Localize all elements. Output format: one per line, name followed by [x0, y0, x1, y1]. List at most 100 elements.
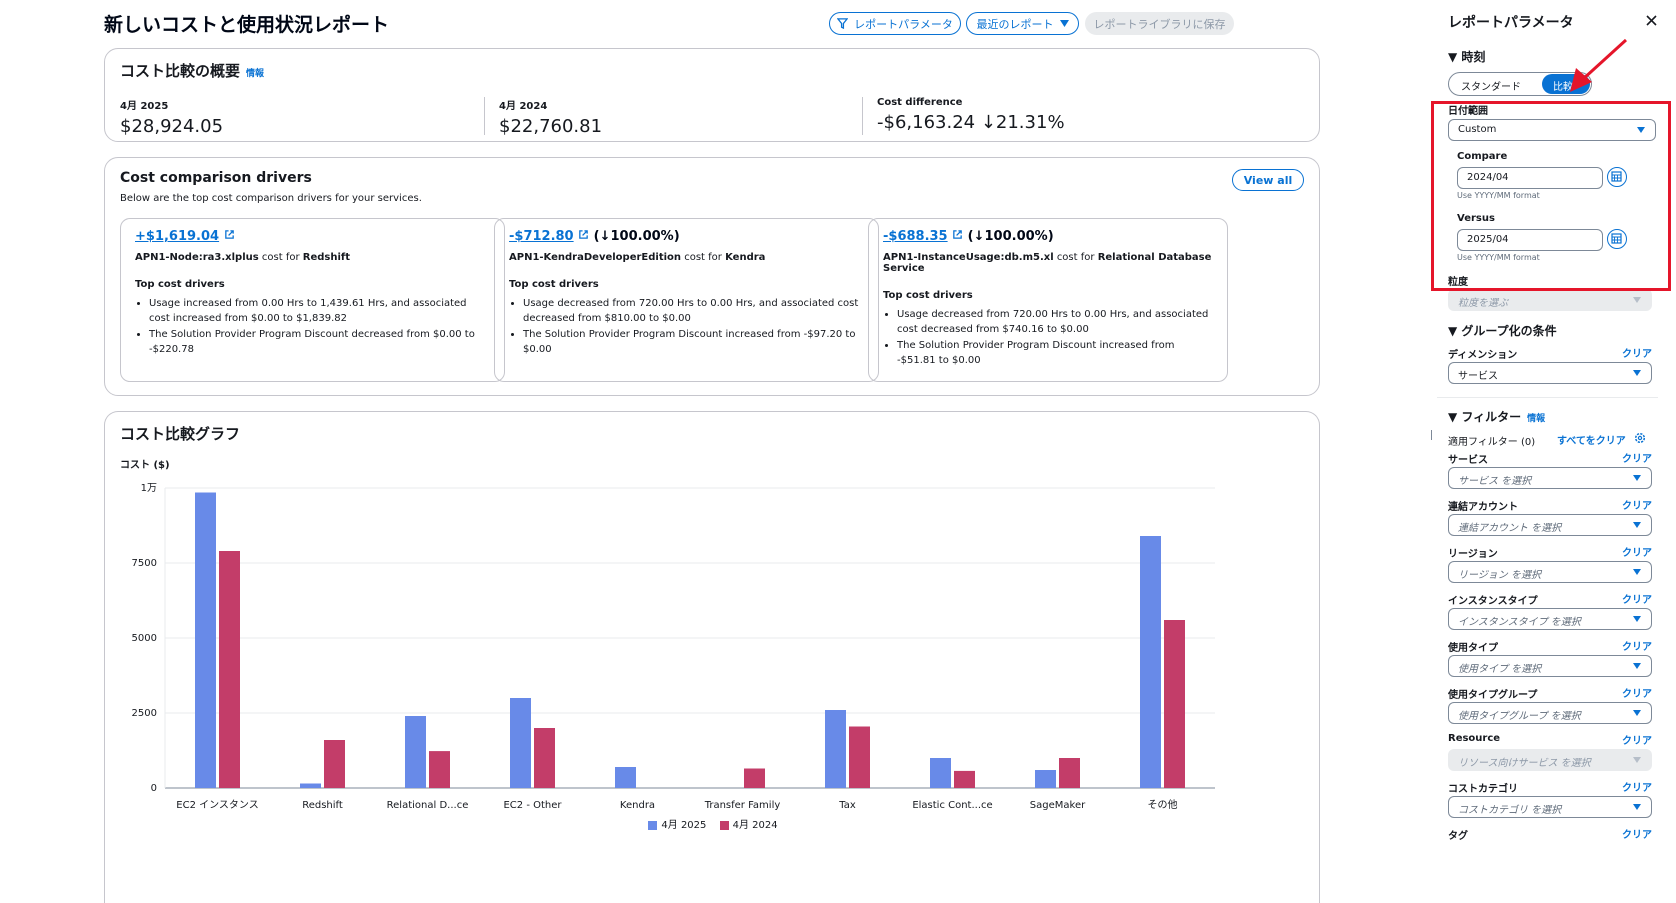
- filter-clear-link[interactable]: クリア: [1622, 689, 1652, 700]
- bar[interactable]: [300, 783, 321, 789]
- filters-section-head[interactable]: ▼ フィルター 情報: [1448, 408, 1545, 425]
- x-tick-label: Elastic Cont...ce: [912, 800, 992, 811]
- bar[interactable]: [744, 768, 765, 789]
- filter-clear-link[interactable]: クリア: [1622, 642, 1652, 653]
- legend-item[interactable]: 4月 2025: [648, 820, 706, 831]
- filters-info-link[interactable]: 情報: [1527, 414, 1546, 424]
- filter-select[interactable]: インスタンスタイプ を選択: [1448, 608, 1652, 630]
- bar[interactable]: [825, 710, 846, 788]
- summary-current-value: $28,924.05: [120, 116, 224, 137]
- dimension-clear-link[interactable]: クリア: [1622, 349, 1652, 360]
- y-tick-label: 5000: [132, 633, 157, 644]
- driver-card: -$712.80 (↓100.00%) APN1-KendraDeveloper…: [494, 218, 879, 382]
- granularity-select[interactable]: 粒度を選ぶ: [1448, 289, 1652, 311]
- date-range-value: Custom: [1458, 124, 1497, 135]
- legend-label: 4月 2024: [732, 820, 778, 831]
- group-section-head[interactable]: ▼ グループ化の条件: [1448, 322, 1557, 339]
- filter-placeholder: リージョン を選択: [1458, 570, 1541, 581]
- filter-select[interactable]: コストカテゴリ を選択: [1448, 796, 1652, 818]
- filter-clear-link[interactable]: クリア: [1622, 595, 1652, 606]
- summary-info-link[interactable]: 情報: [246, 69, 265, 79]
- time-section-head[interactable]: ▼ 時刻: [1448, 48, 1485, 65]
- view-all-button[interactable]: View all: [1232, 169, 1304, 191]
- driver-usage: APN1-KendraDeveloperEdition: [509, 252, 682, 263]
- x-tick-label: SageMaker: [1030, 800, 1086, 811]
- bar[interactable]: [930, 758, 951, 788]
- bar[interactable]: [1164, 620, 1185, 788]
- calendar-icon[interactable]: [1607, 229, 1627, 249]
- filter-select[interactable]: リソース向けサービス を選択: [1448, 749, 1652, 771]
- filter-select[interactable]: リージョン を選択: [1448, 561, 1652, 583]
- filter-select[interactable]: 使用タイプ を選択: [1448, 655, 1652, 677]
- filter-select[interactable]: 連結アカウント を選択: [1448, 514, 1652, 536]
- time-toggle[interactable]: スタンダード 比較: [1448, 72, 1592, 96]
- filter-clear-link[interactable]: クリア: [1622, 736, 1652, 747]
- bar[interactable]: [1035, 770, 1056, 788]
- calendar-icon[interactable]: [1607, 167, 1627, 187]
- driver-service: Redshift: [302, 252, 351, 263]
- bar[interactable]: [1059, 758, 1080, 788]
- settings-icon[interactable]: [1634, 432, 1646, 444]
- caret-down-icon: [1633, 663, 1641, 669]
- external-link-icon[interactable]: [952, 229, 963, 240]
- bar[interactable]: [219, 551, 240, 788]
- bar[interactable]: [849, 726, 870, 789]
- save-library-button[interactable]: レポートライブラリに保存: [1085, 12, 1234, 35]
- bar[interactable]: [324, 740, 345, 788]
- driver-bullet: The Solution Provider Program Discount i…: [523, 327, 864, 357]
- driver-amount-link[interactable]: +$1,619.04: [135, 229, 220, 244]
- filter-icon: [837, 18, 849, 29]
- granularity-placeholder: 粒度を選ぶ: [1458, 298, 1508, 309]
- bar[interactable]: [429, 751, 450, 788]
- driver-cost-for: cost for: [684, 252, 722, 263]
- driver-service: Relational Database Service: [883, 252, 1212, 274]
- page-title: 新しいコストと使用状況レポート: [104, 14, 390, 36]
- filter-clear-link[interactable]: クリア: [1622, 454, 1652, 465]
- driver-bullet: Usage decreased from 720.00 Hrs to 0.00 …: [897, 307, 1213, 337]
- filter-clear-link[interactable]: クリア: [1622, 501, 1652, 512]
- report-params-button[interactable]: レポートパラメータ: [829, 12, 961, 35]
- driver-amount-link[interactable]: -$712.80: [509, 229, 574, 244]
- filter-placeholder: コストカテゴリ を選択: [1458, 805, 1562, 816]
- bar[interactable]: [1140, 536, 1161, 788]
- compare-input[interactable]: 2024/04: [1457, 167, 1603, 189]
- close-icon[interactable]: [1646, 15, 1657, 26]
- date-range-label: 日付範囲: [1448, 106, 1488, 117]
- filter-clear-link[interactable]: クリア: [1622, 548, 1652, 559]
- external-link-icon[interactable]: [578, 229, 589, 240]
- filter-clear-link[interactable]: クリア: [1622, 783, 1652, 794]
- bar[interactable]: [534, 728, 555, 788]
- y-tick-label: 7500: [132, 558, 157, 569]
- divider: [484, 97, 485, 135]
- x-tick-label: EC2 インスタンス: [176, 799, 258, 811]
- bar[interactable]: [405, 716, 426, 788]
- x-tick-label: Transfer Family: [704, 800, 781, 811]
- legend-item[interactable]: 4月 2024: [719, 820, 778, 831]
- bar[interactable]: [195, 492, 216, 789]
- filter-clear-link[interactable]: クリア: [1622, 830, 1652, 841]
- filter-select[interactable]: サービス を選択: [1448, 467, 1652, 489]
- recent-reports-button[interactable]: 最近のレポート: [966, 12, 1079, 35]
- filter-select[interactable]: 使用タイプグループ を選択: [1448, 702, 1652, 724]
- driver-bullets: Usage increased from 0.00 Hrs to 1,439.6…: [135, 296, 490, 357]
- bar[interactable]: [615, 767, 636, 788]
- toggle-standard[interactable]: スタンダード: [1461, 82, 1521, 93]
- date-range-select[interactable]: Custom: [1448, 119, 1656, 141]
- driver-bullets: Usage decreased from 720.00 Hrs to 0.00 …: [883, 307, 1213, 368]
- external-link-icon[interactable]: [224, 229, 235, 240]
- filter-label: 使用タイプグループ: [1448, 690, 1538, 701]
- versus-input[interactable]: 2025/04: [1457, 229, 1603, 251]
- dimension-select[interactable]: サービス: [1448, 362, 1652, 384]
- caret-down-icon: [1633, 710, 1641, 716]
- bar[interactable]: [954, 770, 975, 788]
- dimension-value: サービス: [1458, 371, 1498, 382]
- driver-amount-link[interactable]: -$688.35: [883, 229, 948, 244]
- highlight-box: [1431, 101, 1671, 291]
- resize-handle[interactable]: [1431, 430, 1432, 440]
- legend-swatch: [719, 820, 729, 830]
- clear-all-link[interactable]: すべてをクリア: [1557, 436, 1626, 447]
- versus-hint: Use YYYY/MM format: [1457, 253, 1540, 262]
- filters-head-label: フィルター: [1461, 410, 1522, 424]
- report-params-panel: レポートパラメータ ▼ 時刻 スタンダード 比較 日付範囲 Custom Com…: [1433, 0, 1676, 903]
- bar[interactable]: [510, 698, 531, 788]
